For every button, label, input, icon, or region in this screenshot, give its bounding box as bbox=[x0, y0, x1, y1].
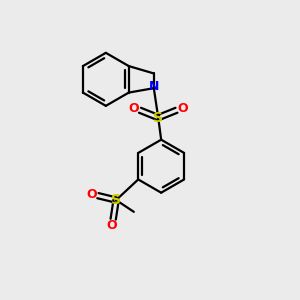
Text: N: N bbox=[148, 80, 159, 93]
Text: O: O bbox=[106, 219, 117, 232]
Text: O: O bbox=[86, 188, 97, 201]
Text: O: O bbox=[178, 102, 188, 115]
Text: S: S bbox=[153, 111, 163, 124]
Text: S: S bbox=[111, 193, 121, 207]
Text: O: O bbox=[128, 102, 139, 115]
